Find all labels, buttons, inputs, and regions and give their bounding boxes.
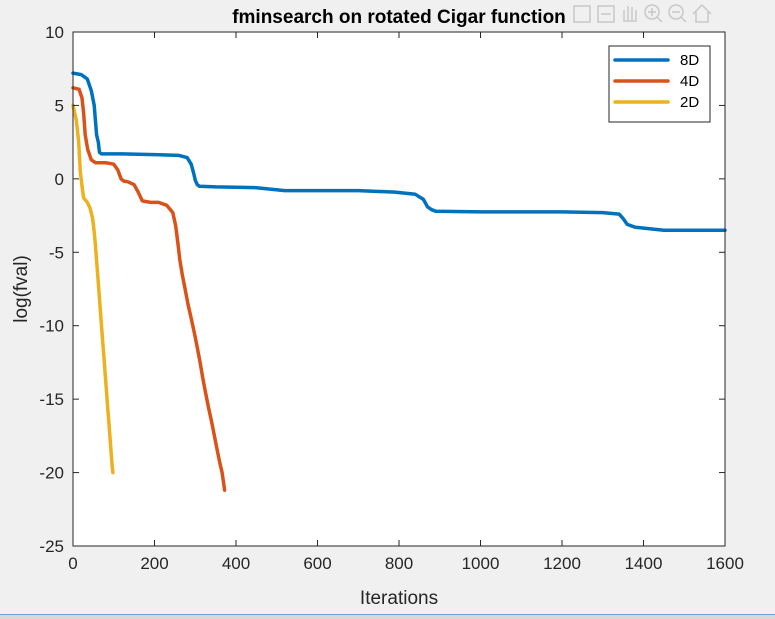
series-line-4d <box>71 86 227 492</box>
x-tick-label: 1200 <box>543 554 581 573</box>
window-bottom-bar <box>0 614 775 619</box>
x-axis-label: Iterations <box>360 588 438 609</box>
y-axis-label: log(fval) <box>11 255 32 323</box>
cursor-icon-frame <box>597 5 615 23</box>
pan-icon[interactable] <box>623 6 637 22</box>
save-icon[interactable] <box>573 5 591 23</box>
series-layer <box>71 71 727 492</box>
y-tick-label: -20 <box>39 464 64 483</box>
chart-title: fminsearch on rotated Cigar function <box>232 7 566 28</box>
save-icon-body <box>573 5 591 23</box>
home-icon-house <box>692 3 712 23</box>
x-tick-label: 1400 <box>625 554 663 573</box>
y-tick-label: 0 <box>55 170 64 189</box>
y-tick-label: -25 <box>39 537 64 556</box>
legend-label-2d: 2D <box>680 94 699 111</box>
x-tick-label: 1000 <box>462 554 500 573</box>
axes-toolbar <box>573 3 712 23</box>
x-tick-label: 1600 <box>706 554 744 573</box>
zoom-out-icon-lens <box>668 4 684 20</box>
pan-icon-hand <box>623 6 637 22</box>
x-tick-label: 400 <box>222 554 250 573</box>
y-tick-label: -5 <box>49 243 64 262</box>
y-tick-label: -10 <box>39 317 64 336</box>
series-line-8d <box>71 71 727 233</box>
legend-label-4d: 4D <box>680 73 699 90</box>
zoom-out-icon[interactable] <box>668 4 687 23</box>
x-tick-label: 600 <box>303 554 331 573</box>
zoom-out-icon-handle <box>680 16 687 23</box>
zoom-in-icon-lens <box>644 4 660 20</box>
data-cursor-icon[interactable] <box>597 5 615 23</box>
x-tick-label: 200 <box>140 554 168 573</box>
y-tick-label: 5 <box>55 96 64 115</box>
series-line-2d <box>71 103 115 475</box>
legend-label-8d: 8D <box>680 52 699 69</box>
legend[interactable]: 8D 4D 2D <box>608 45 711 123</box>
x-tick-label: 0 <box>68 554 77 573</box>
zoom-in-icon[interactable] <box>644 4 663 23</box>
ticks-layer: 0 200 400 600 800 1000 1200 1400 1600 10 5 0 -5 -10 -1… <box>39 23 743 573</box>
x-tick-label: 800 <box>385 554 413 573</box>
zoom-in-icon-handle <box>656 16 663 23</box>
y-tick-label: 10 <box>45 23 64 42</box>
y-tick-label: -15 <box>39 390 64 409</box>
home-icon[interactable] <box>692 3 712 23</box>
